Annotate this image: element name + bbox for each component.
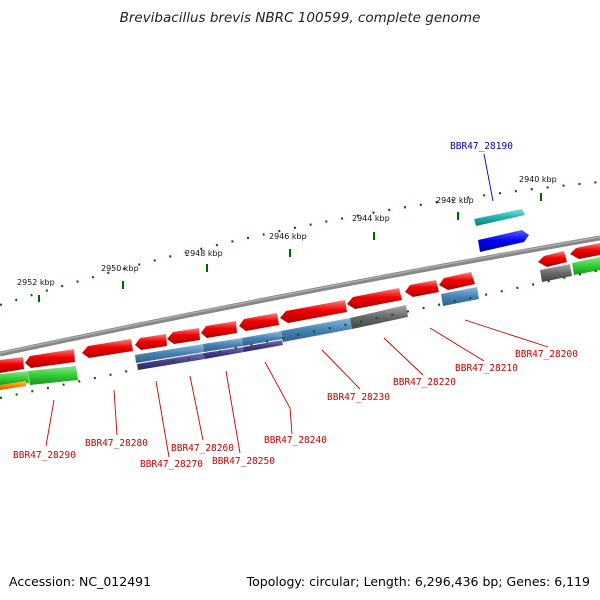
gene-label[interactable]: BBR47_28250 bbox=[212, 456, 275, 467]
label-leaders bbox=[45, 319, 549, 458]
gene-box[interactable] bbox=[441, 287, 479, 306]
gene-box[interactable] bbox=[281, 318, 352, 342]
gene-label[interactable]: BBR47_28280 bbox=[85, 438, 148, 449]
tick-label: 2940 kbp bbox=[519, 175, 557, 184]
map-title: Brevibacillus brevis NBRC 100599, comple… bbox=[119, 10, 481, 26]
gene-label[interactable]: BBR47_28240 bbox=[264, 435, 327, 446]
gene-label[interactable]: BBR47_28220 bbox=[393, 377, 456, 388]
misc-feature[interactable] bbox=[0, 381, 26, 390]
gene-box[interactable] bbox=[135, 344, 204, 363]
cds-arrow[interactable] bbox=[405, 280, 439, 297]
cds-arrow[interactable] bbox=[347, 288, 402, 309]
cds-track[interactable] bbox=[0, 243, 600, 373]
tick-label: 2942 kbp bbox=[436, 196, 474, 205]
genome-summary-text: Topology: circular; Length: 6,296,436 bp… bbox=[246, 574, 590, 589]
cds-arrow[interactable] bbox=[135, 334, 167, 350]
accession-text: Accession: NC_012491 bbox=[9, 574, 152, 589]
cds-arrow[interactable] bbox=[201, 321, 237, 338]
pseudo-gene-box[interactable] bbox=[540, 264, 572, 282]
cds-arrow[interactable] bbox=[538, 251, 567, 267]
cds-arrow[interactable] bbox=[167, 328, 200, 344]
cds-arrow[interactable] bbox=[25, 349, 75, 368]
cds-arrow[interactable] bbox=[570, 243, 600, 259]
cds-arrow[interactable] bbox=[439, 272, 475, 290]
gene-label[interactable]: BBR47_28200 bbox=[515, 349, 578, 360]
tick-label: 2946 kbp bbox=[269, 232, 307, 241]
rna-box[interactable] bbox=[204, 347, 244, 359]
tick-label: 2944 kbp bbox=[352, 214, 390, 223]
gene-box[interactable] bbox=[28, 366, 78, 385]
cds-arrow[interactable] bbox=[82, 339, 133, 358]
gene-label[interactable]: BBR47_28230 bbox=[327, 392, 390, 403]
gene-box[interactable] bbox=[203, 338, 243, 352]
outer-tick-ring bbox=[0, 180, 600, 307]
cds-arrow[interactable] bbox=[280, 300, 347, 323]
cds-arrow[interactable] bbox=[239, 313, 279, 331]
tick-label: 2952 kbp bbox=[17, 278, 55, 287]
gene-label[interactable]: BBR47_28260 bbox=[171, 443, 234, 454]
gene-BBR47_28190[interactable] bbox=[478, 230, 529, 252]
rna-box[interactable] bbox=[243, 340, 283, 352]
tick-label: 2950 kbp bbox=[101, 264, 139, 273]
gene-box[interactable] bbox=[572, 257, 600, 275]
gene-label[interactable]: BBR47_28210 bbox=[455, 363, 518, 374]
pseudo-gene-box[interactable] bbox=[350, 305, 408, 329]
tick-label: 2948 kbp bbox=[185, 249, 223, 258]
cds-arrow[interactable] bbox=[0, 357, 24, 373]
highlight-leader bbox=[483, 153, 494, 202]
genome-backbone bbox=[0, 235, 600, 357]
gene-box[interactable] bbox=[242, 331, 282, 346]
gene-label-highlighted[interactable]: BBR47_28190 bbox=[450, 141, 513, 152]
gene-BBR47_28190-cds[interactable] bbox=[474, 209, 525, 226]
gene-label[interactable]: BBR47_28270 bbox=[140, 459, 203, 470]
gene-label[interactable]: BBR47_28290 bbox=[13, 450, 76, 461]
